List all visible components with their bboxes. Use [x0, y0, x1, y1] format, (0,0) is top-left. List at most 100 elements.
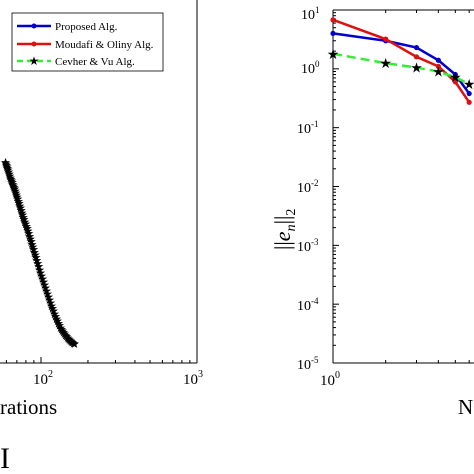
legend-box — [11, 12, 164, 72]
left-cevher-marker: ★ — [68, 336, 79, 350]
left-cevher-marker: ★ — [6, 173, 17, 187]
legend-entry-cevher: ★ Cevher & Vu Alg. — [17, 54, 135, 68]
svg-text:||en||2: ||en||2 — [270, 209, 299, 250]
right-y-tick-label-neg2: 10-2 — [297, 178, 319, 196]
left-cevher-marker: ★ — [45, 296, 56, 310]
right-x-axis-label: N — [458, 395, 473, 419]
left-x-axis-label: rations — [0, 395, 57, 419]
right-moudafi-line — [332, 18, 471, 103]
left-cevher-marker: ★ — [53, 316, 64, 330]
left-cevher-marker: ★ — [12, 192, 23, 206]
left-cevher-marker: ★ — [46, 299, 57, 313]
right-y-minor-ticks — [333, 12, 336, 346]
left-cevher-marker: ★ — [67, 336, 78, 350]
left-cevher-marker: ★ — [29, 245, 40, 259]
left-cevher-marker: ★ — [58, 325, 69, 339]
left-cevher-marker: ★ — [16, 203, 27, 217]
right-y-tick-label-neg1: 10-1 — [297, 119, 319, 137]
left-cevher-marker: ★ — [57, 324, 68, 338]
left-cevher-marker: ★ — [54, 319, 65, 333]
left-cevher-marker: ★ — [36, 269, 47, 283]
left-cevher-marker: ★ — [23, 227, 34, 241]
legend-label-proposed: Proposed Alg. — [55, 21, 118, 33]
left-cevher-marker: ★ — [17, 206, 28, 220]
left-cevher-marker: ★ — [34, 263, 45, 277]
legend: Proposed Alg. Moudafi & Oliny Alg. ★ Cev… — [11, 12, 164, 72]
left-cevher-marker: ★ — [4, 167, 15, 181]
left-cevher-marker: ★ — [38, 275, 49, 289]
left-cevher-marker: ★ — [13, 194, 24, 208]
left-cevher-marker: ★ — [50, 310, 61, 324]
left-cevher-marker: ★ — [1, 159, 12, 173]
left-cevher-marker: ★ — [2, 162, 13, 176]
left-cevher-marker: ★ — [61, 330, 72, 344]
right-cevher-marker: ★ — [449, 71, 462, 86]
left-cevher-marker: ★ — [27, 237, 38, 251]
left-cevher-marker: ★ — [56, 322, 67, 336]
left-cevher-marker: ★ — [32, 257, 43, 271]
left-panel-label: I — [0, 442, 10, 474]
right-proposed-marker — [435, 57, 441, 63]
right-proposed-marker — [330, 30, 336, 37]
left-cevher-marker: ★ — [19, 213, 30, 227]
right-x-minor-ticks — [385, 10, 470, 363]
right-moudafi-marker — [452, 79, 458, 85]
left-cevher-marker: ★ — [6, 174, 17, 188]
left-cevher-marker: ★ — [62, 331, 73, 345]
legend-marker-proposed — [31, 23, 37, 29]
left-cevher-marker: ★ — [60, 329, 71, 343]
left-cevher-line — [4, 162, 77, 346]
right-y-tick-label-neg3: 10-3 — [297, 237, 319, 255]
left-cevher-marker: ★ — [65, 334, 76, 348]
left-cevher-marker: ★ — [43, 290, 54, 304]
left-cevher-marker: ★ — [28, 243, 39, 257]
left-cevher-marker: ★ — [15, 201, 26, 215]
left-cevher-marker: ★ — [51, 312, 62, 326]
left-cevher-marker: ★ — [11, 188, 22, 202]
left-cevher-marker: ★ — [27, 240, 38, 254]
left-cevher-marker: ★ — [69, 337, 80, 351]
left-cevher-marker: ★ — [37, 272, 48, 286]
right-y-axis-label: ||en||2 — [270, 209, 299, 250]
right-moudafi-marker — [435, 63, 441, 69]
left-cevher-marker: ★ — [39, 278, 50, 292]
left-cevher-marker: ★ — [33, 260, 44, 274]
right-y-tick-label-1: 101 — [301, 5, 320, 23]
left-cevher-marker: ★ — [47, 302, 58, 316]
left-series-cevher-vu: ★★★★★★★★★★★★★★★★★★★★★★★★★★★★★★★★★★★★★★★★… — [0, 156, 80, 352]
left-cevher-marker: ★ — [19, 215, 30, 229]
left-cevher-marker: ★ — [20, 217, 31, 231]
left-cevher-marker: ★ — [35, 266, 46, 280]
left-cevher-marker: ★ — [0, 156, 11, 170]
left-cevher-marker: ★ — [41, 284, 52, 298]
left-cevher-marker: ★ — [48, 304, 59, 318]
left-cevher-marker: ★ — [30, 248, 41, 262]
left-cevher-marker: ★ — [55, 321, 66, 335]
right-y-ticks — [333, 9, 339, 364]
legend-marker-cevher: ★ — [29, 54, 40, 68]
right-cevher-marker: ★ — [379, 57, 392, 72]
left-x-tick-label-100: 102 — [33, 369, 53, 388]
left-cevher-marker: ★ — [22, 222, 33, 236]
left-x-tick-label-1000: 103 — [183, 369, 203, 388]
right-x-tick-label-1: 100 — [320, 370, 340, 389]
left-cevher-marker: ★ — [8, 179, 19, 193]
left-cevher-marker: ★ — [31, 251, 42, 265]
right-proposed-marker — [452, 71, 458, 78]
left-cevher-marker: ★ — [1, 157, 12, 171]
right-y-tick-label-0: 100 — [301, 59, 320, 77]
right-moudafi-marker — [466, 99, 472, 105]
left-cevher-marker: ★ — [44, 293, 55, 307]
left-cevher-marker: ★ — [10, 184, 21, 198]
left-cevher-marker: ★ — [32, 254, 43, 268]
left-cevher-marker: ★ — [26, 235, 37, 249]
left-cevher-marker: ★ — [23, 224, 34, 238]
left-cevher-marker: ★ — [3, 163, 14, 177]
left-cevher-marker: ★ — [40, 281, 51, 295]
left-cevher-marker: ★ — [7, 177, 18, 191]
left-cevher-marker: ★ — [10, 186, 21, 200]
left-cevher-marker: ★ — [24, 229, 35, 243]
left-cevher-marker: ★ — [5, 171, 16, 185]
right-proposed-marker — [413, 44, 420, 51]
